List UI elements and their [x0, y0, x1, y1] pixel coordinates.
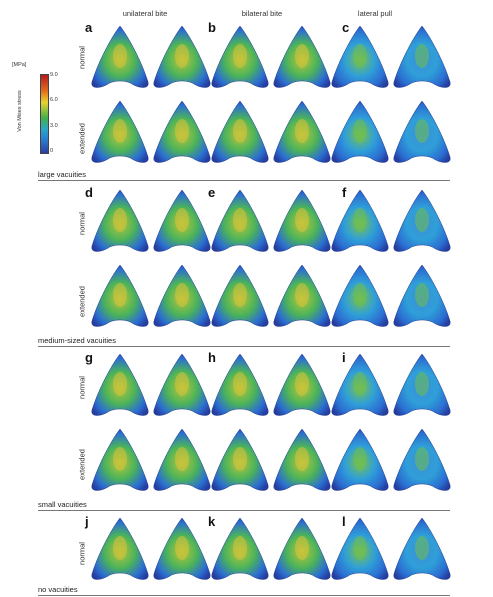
row-label-normal-3: normal — [77, 376, 87, 399]
panel-letter-d: d — [85, 185, 93, 200]
stress-hotspot — [353, 283, 367, 307]
stress-hotspot — [113, 283, 127, 307]
skull-row — [91, 425, 462, 504]
stress-hotspot — [353, 208, 367, 232]
stress-hotspot — [175, 119, 189, 143]
skull-row — [91, 22, 462, 101]
panel-letter-c: c — [342, 20, 350, 35]
scale-tick-3: 3.0 — [50, 123, 58, 129]
skull-row — [91, 186, 462, 265]
skull-stress-maps — [91, 25, 451, 88]
stress-hotspot — [353, 44, 367, 68]
row-label-extended-2: extended — [77, 286, 87, 317]
skull-row — [91, 261, 462, 340]
stress-hotspot — [415, 208, 429, 232]
column-header-bilateral: bilateral bite — [241, 9, 283, 18]
panel-letter-l: l — [342, 514, 346, 529]
panel-letter-i: i — [342, 350, 346, 365]
stress-hotspot — [113, 536, 127, 560]
stress-hotspot — [353, 536, 367, 560]
stress-hotspot — [233, 44, 247, 68]
stress-hotspot — [233, 119, 247, 143]
skull-stress-maps — [91, 517, 451, 580]
stress-hotspot — [295, 208, 309, 232]
scale-gradient — [40, 74, 49, 154]
stress-hotspot — [233, 447, 247, 471]
panel-letter-b: b — [208, 20, 216, 35]
stress-hotspot — [295, 536, 309, 560]
panel-letter-j: j — [85, 514, 89, 529]
group-divider — [38, 595, 450, 596]
skull-stress-maps — [91, 189, 451, 252]
stress-hotspot — [415, 44, 429, 68]
stress-hotspot — [415, 447, 429, 471]
scale-tick-0: 0 — [50, 148, 54, 154]
skull-stress-maps — [91, 264, 451, 327]
stress-hotspot — [415, 283, 429, 307]
stress-hotspot — [353, 447, 367, 471]
stress-hotspot — [295, 447, 309, 471]
stress-hotspot — [233, 536, 247, 560]
stress-hotspot — [113, 372, 127, 396]
group-divider — [38, 346, 450, 347]
stress-hotspot — [353, 372, 367, 396]
stress-hotspot — [295, 119, 309, 143]
group-divider — [38, 180, 450, 181]
group-label-none: no vacuities — [38, 585, 78, 594]
skull-row — [91, 97, 462, 176]
stress-hotspot — [233, 283, 247, 307]
panel-letter-k: k — [208, 514, 216, 529]
skull-row — [91, 350, 462, 429]
stress-hotspot — [295, 283, 309, 307]
stress-hotspot — [175, 536, 189, 560]
row-label-extended-1: extended — [77, 123, 87, 154]
stress-hotspot — [175, 44, 189, 68]
scale-unit: [MPa] — [12, 62, 27, 68]
skull-row — [91, 514, 462, 593]
row-label-extended-3: extended — [77, 449, 87, 480]
row-label-normal-1: normal — [77, 46, 87, 69]
stress-hotspot — [415, 119, 429, 143]
stress-hotspot — [415, 536, 429, 560]
stress-hotspot — [233, 208, 247, 232]
row-label-normal-2: normal — [77, 212, 87, 235]
group-divider — [38, 510, 450, 511]
stress-hotspot — [113, 447, 127, 471]
stress-hotspot — [295, 372, 309, 396]
stress-hotspot — [233, 372, 247, 396]
stress-hotspot — [415, 372, 429, 396]
scale-title: Von Mises stress — [17, 90, 23, 132]
skull-stress-maps — [91, 100, 451, 163]
scale-tick-6: 6.0 — [50, 97, 58, 103]
column-header-unilateral: unilateral bite — [122, 9, 168, 18]
stress-scale-bar: [MPa] Von Mises stress 9.0 6.0 3.0 0 — [10, 62, 58, 157]
stress-hotspot — [113, 119, 127, 143]
group-label-medium: medium-sized vacuities — [38, 336, 116, 345]
panel-letter-a: a — [85, 20, 93, 35]
stress-hotspot — [175, 283, 189, 307]
group-label-small: small vacuities — [38, 500, 87, 509]
group-label-large: large vacuities — [38, 170, 86, 179]
stress-hotspot — [175, 208, 189, 232]
skull-stress-maps — [91, 353, 451, 416]
stress-hotspot — [175, 447, 189, 471]
stress-hotspot — [175, 372, 189, 396]
panel-letter-g: g — [85, 350, 93, 365]
stress-hotspot — [113, 208, 127, 232]
panel-letter-h: h — [208, 350, 216, 365]
stress-hotspot — [295, 44, 309, 68]
row-label-normal-4: normal — [77, 542, 87, 565]
skull-stress-maps — [91, 428, 451, 491]
scale-tick-9: 9.0 — [50, 72, 58, 78]
panel-letter-f: f — [342, 185, 347, 200]
panel-letter-e: e — [208, 185, 216, 200]
stress-hotspot — [353, 119, 367, 143]
column-header-lateral-pull: lateral pull — [357, 9, 393, 18]
stress-hotspot — [113, 44, 127, 68]
